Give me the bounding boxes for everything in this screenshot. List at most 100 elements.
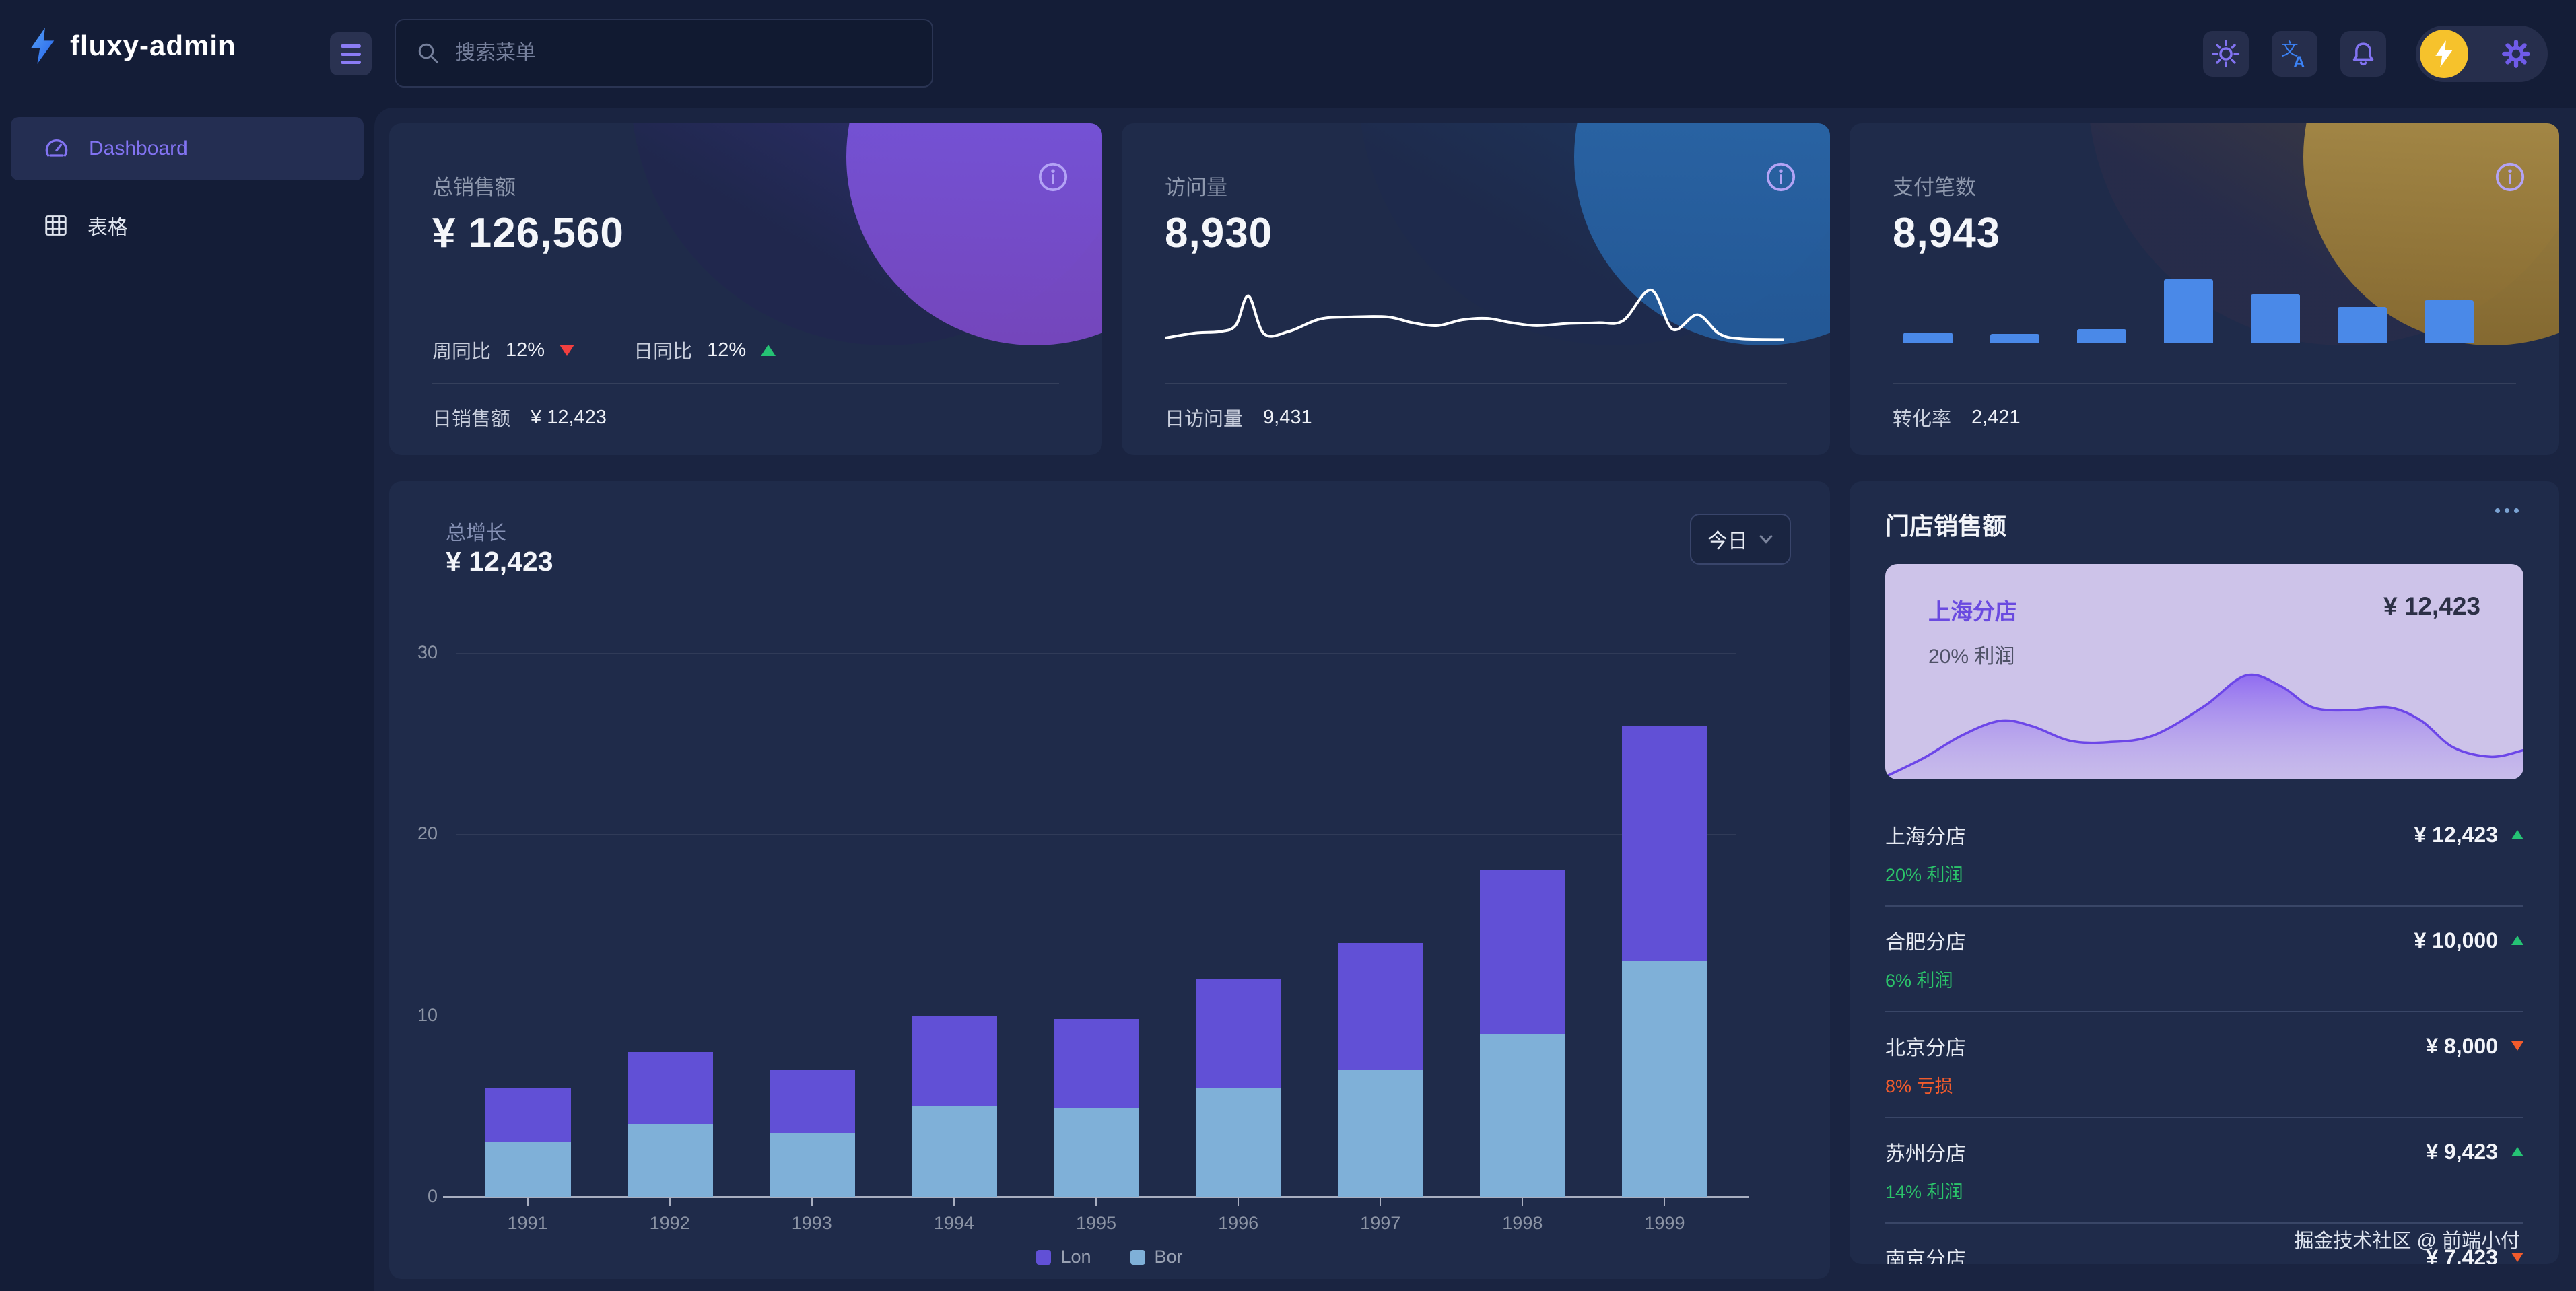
stacked-bar-1997[interactable] [1338, 942, 1424, 1197]
brand-bolt-icon [30, 28, 55, 64]
stacked-bar-1995[interactable] [1054, 1019, 1139, 1197]
stacked-bar-1998[interactable] [1480, 870, 1566, 1197]
store-value: ¥ 7,423 [2426, 1245, 2498, 1265]
legend-swatch-icon [1036, 1249, 1052, 1265]
info-icon[interactable] [2495, 160, 2530, 195]
stacked-bar-1996[interactable] [1196, 979, 1282, 1197]
bar-segment-Lon[interactable] [911, 1015, 997, 1107]
user-avatar[interactable] [2420, 30, 2468, 78]
store-row: 北京分店 ¥ 8,000 8% 亏损 [1885, 1012, 2523, 1118]
theme-toggle-button[interactable] [2203, 31, 2249, 77]
bar-segment-Lon[interactable] [1054, 1019, 1139, 1109]
menu-toggle-button[interactable] [330, 32, 372, 75]
store-row: 上海分店 ¥ 12,423 20% 利润 [1885, 801, 2523, 907]
legend-label: Bor [1154, 1247, 1183, 1267]
footer-label: 日销售额 [432, 409, 511, 430]
trend-down-icon [2511, 1253, 2523, 1262]
x-axis-label: 1992 [649, 1213, 690, 1233]
settings-gear-icon[interactable] [2499, 37, 2533, 71]
x-axis-tick [1238, 1198, 1240, 1206]
info-icon[interactable] [1038, 160, 1073, 195]
mini-bar[interactable] [1990, 334, 2039, 343]
bell-icon [2352, 42, 2374, 66]
bar-segment-Bor[interactable] [627, 1124, 713, 1197]
mini-bar[interactable] [2164, 279, 2213, 343]
x-axis-tick [669, 1198, 671, 1206]
bar-segment-Lon[interactable] [769, 1070, 855, 1133]
stacked-bar-1994[interactable] [911, 1015, 997, 1197]
sidebar-item-dashboard[interactable]: Dashboard [11, 117, 364, 180]
highlight-store-value: ¥ 12,423 [2383, 592, 2480, 620]
stacked-bar-1991[interactable] [485, 1088, 571, 1197]
trend-up-icon [2511, 1147, 2523, 1156]
bar-segment-Lon[interactable] [1480, 870, 1566, 1034]
card-title: 总销售额 [432, 176, 516, 199]
stacked-bar-1993[interactable] [769, 1070, 855, 1197]
trend-up-icon [761, 344, 776, 356]
stat-card-payments: 支付笔数 8,943 转化率 2,421 [1850, 123, 2559, 455]
mini-bar[interactable] [2077, 329, 2126, 343]
language-button[interactable]: 文 A [2272, 31, 2317, 77]
bar-segment-Bor[interactable] [769, 1133, 855, 1197]
footer-label: 转化率 [1893, 409, 1952, 430]
mini-bar[interactable] [1903, 333, 1953, 343]
dashboard-gauge-icon [45, 139, 68, 157]
metric-label: 日同比 [634, 341, 693, 363]
lightning-avatar-icon [2435, 40, 2453, 67]
visits-sparkline [1165, 273, 1784, 345]
bar-segment-Bor[interactable] [1196, 1088, 1282, 1197]
sidebar-item-label: 表格 [88, 217, 128, 239]
sidebar-item-table[interactable]: 表格 [11, 201, 364, 250]
stacked-bar-1999[interactable] [1622, 725, 1708, 1197]
mini-bar[interactable] [2251, 294, 2300, 343]
svg-text:文: 文 [2281, 40, 2299, 59]
x-axis-tick [1522, 1198, 1524, 1206]
bar-segment-Bor[interactable] [1622, 961, 1708, 1197]
sidebar: Dashboard 表格 [0, 108, 374, 1291]
growth-amount: ¥ 12,423 [446, 546, 553, 577]
store-value: ¥ 8,000 [2426, 1033, 2498, 1058]
legend-label: Lon [1060, 1247, 1091, 1267]
x-axis-label: 1991 [507, 1213, 548, 1233]
growth-chart-plot[interactable]: 0 10 20 30 1991 1992 1993 1994 1995 1996 1997 1998 1… [389, 481, 1830, 1279]
store-row: 苏州分店 ¥ 9,423 14% 利润 [1885, 1118, 2523, 1224]
main-content: 总销售额 ¥ 126,560 周同比 12% 日同比 12% 日销售额 ¥ 12… [374, 108, 2576, 1291]
mini-bar[interactable] [2425, 300, 2474, 343]
divider [1893, 383, 2516, 384]
bar-segment-Lon[interactable] [1622, 725, 1708, 961]
growth-title: 总增长 [446, 522, 506, 545]
legend-item-Bor[interactable]: Bor [1130, 1247, 1183, 1267]
store-area-chart [1885, 646, 2523, 779]
notifications-button[interactable] [2340, 31, 2386, 77]
bar-segment-Bor[interactable] [485, 1142, 571, 1197]
bar-segment-Lon[interactable] [1338, 942, 1424, 1070]
search-input[interactable] [455, 42, 912, 65]
y-axis-label: 0 [427, 1186, 438, 1206]
bar-segment-Lon[interactable] [627, 1051, 713, 1125]
x-axis-tick [1095, 1198, 1097, 1206]
bar-segment-Bor[interactable] [911, 1106, 997, 1197]
store-name: 南京分店 [1885, 1249, 1966, 1264]
bar-segment-Bor[interactable] [1480, 1033, 1566, 1197]
bar-segment-Bor[interactable] [1054, 1108, 1139, 1197]
x-axis-label: 1996 [1218, 1213, 1259, 1233]
bar-segment-Bor[interactable] [1338, 1070, 1424, 1197]
more-options-icon[interactable] [2488, 501, 2526, 520]
menu-icon [341, 44, 361, 48]
legend-item-Lon[interactable]: Lon [1036, 1247, 1091, 1267]
footer-label: 日访问量 [1165, 409, 1244, 430]
bar-segment-Lon[interactable] [485, 1088, 571, 1143]
chart-legend: Lon Bor [389, 1247, 1830, 1267]
stacked-bar-1992[interactable] [627, 1051, 713, 1197]
gridline [456, 834, 1736, 835]
range-selector[interactable]: 今日 [1690, 514, 1791, 565]
search-box[interactable] [395, 19, 933, 88]
footer-value: 9,431 [1263, 406, 1312, 428]
user-pill[interactable] [2416, 26, 2548, 82]
mini-bar[interactable] [2338, 307, 2387, 343]
legend-swatch-icon [1130, 1249, 1145, 1265]
info-icon[interactable] [1765, 160, 1800, 195]
top-header: fluxy-admin 文 A [0, 0, 2576, 108]
y-axis-label: 30 [417, 642, 438, 662]
bar-segment-Lon[interactable] [1196, 979, 1282, 1088]
